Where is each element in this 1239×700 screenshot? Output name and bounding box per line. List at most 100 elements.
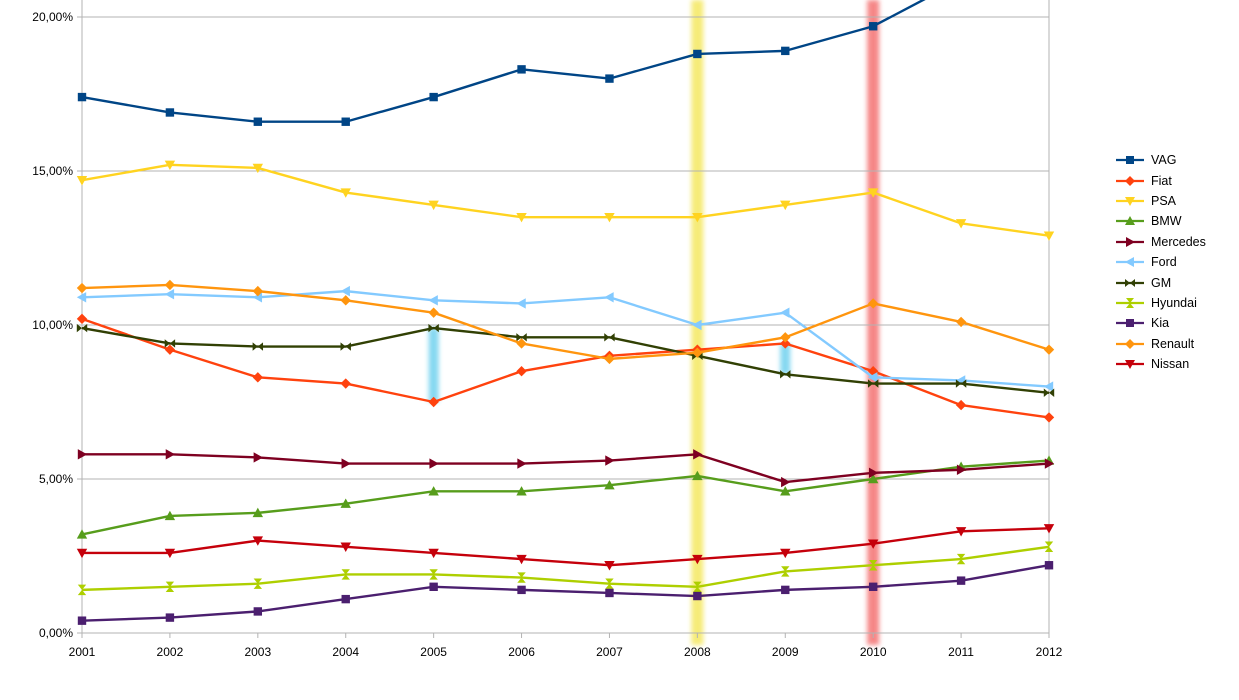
data-point-nissan [516,554,527,565]
data-point-ford [867,372,878,383]
data-point-fiat [955,399,967,411]
highlight-column-2010 [867,0,880,645]
data-point-mercedes [956,464,967,475]
data-point-ford [604,292,614,303]
data-point-psa [252,163,264,174]
data-point-kia [77,616,87,625]
y-tick-label: 0,00% [39,626,73,640]
data-point-hyundai [868,560,878,571]
series-line-fiat [81,317,1050,419]
data-point-nissan [955,527,967,537]
data-point-bmw [252,507,264,518]
series-hyundai [77,541,1054,596]
data-point-mercedes [165,449,176,460]
legend-label-kia: Kia [1151,316,1170,331]
data-point-renault [867,298,879,309]
data-point-gm [516,333,527,342]
data-point-psa [164,160,176,171]
legend-swatch-renault [1116,338,1144,349]
x-tick-label: 2001 [69,645,96,659]
data-point-kia [429,582,438,591]
legend-item-gm: GM [1115,272,1206,292]
data-point-kia [253,607,263,616]
y-tick-label: 5,00% [39,472,73,486]
data-point-psa [780,200,791,211]
data-point-hyundai [77,584,87,596]
data-point-bmw [428,486,439,496]
legend-swatch-ford [1116,257,1144,268]
highlight-segment-2009 [780,343,791,375]
data-point-psa [340,188,351,198]
data-point-vag [429,92,438,102]
data-point-ford [692,319,702,331]
data-point-vag [868,22,878,31]
data-point-nissan [340,542,351,552]
x-tick-label: 2010 [860,645,887,659]
data-point-kia [781,585,790,595]
data-point-psa [428,200,439,211]
x-tick-label: 2012 [1036,645,1063,659]
series-line-hyundai [81,545,1050,592]
data-point-nissan [428,548,439,559]
series-line-bmw [81,459,1050,536]
data-point-kia [956,576,966,585]
legend-swatch-mercedes [1116,236,1144,247]
data-point-hyundai [517,572,526,583]
legend-label-psa: PSA [1151,193,1177,208]
y-axis-ticks: 0,00% 5,00% 10,00% 15,00% 20,00% [32,10,73,640]
data-point-fiat [780,338,791,349]
data-point-ford [1043,381,1054,392]
data-point-bmw [780,486,791,496]
data-point-vag [605,74,614,83]
x-tick-label: 2008 [684,645,711,659]
legend-item-mercedes: Mercedes [1115,232,1206,252]
legend-label-hyundai: Hyundai [1151,295,1197,310]
data-point-renault [1043,344,1055,355]
series-vag [77,0,926,126]
series-ford [76,285,1054,392]
y-tick-label: 15,00% [32,164,73,178]
data-point-vag [693,49,702,59]
x-tick-label: 2007 [596,645,623,659]
data-point-nissan [164,548,176,559]
data-point-mercedes [341,458,351,469]
legend-label-renault: Renault [1151,336,1195,351]
data-point-nissan [604,561,615,571]
data-point-mercedes [781,476,791,488]
legend-swatch-bmw [1116,216,1144,226]
series-psa [76,160,1055,241]
data-point-gm [76,323,88,333]
data-point-hyundai [165,581,175,592]
series-line-vag [81,0,926,123]
legend-swatch-fiat [1116,175,1144,186]
y-tick-label: 20,00% [32,10,73,24]
data-point-renault [780,332,791,343]
x-tick-label: 2011 [948,645,974,659]
series-line-nissan [82,527,1050,567]
data-point-renault [340,295,351,306]
legend-label-ford: Ford [1151,255,1177,270]
legend-label-fiat: Fiat [1151,173,1172,188]
data-point-mercedes [77,449,88,460]
data-point-psa [955,219,967,229]
data-point-vag [253,117,263,126]
data-point-kia [868,582,878,591]
data-point-renault [604,353,615,365]
data-point-kia [693,591,702,601]
legend-item-hyundai: Hyundai [1115,293,1206,313]
data-point-bmw [867,473,879,484]
series-fiat [76,313,1055,423]
data-point-vag [517,65,526,74]
data-point-bmw [164,510,176,521]
legend-item-kia: Kia [1115,313,1206,333]
data-point-nissan [252,536,264,546]
data-point-gm [604,333,615,342]
legend-swatch-nissan [1116,360,1144,370]
legend-item-ford: Ford [1115,252,1206,272]
series-line-renault [81,283,1050,361]
legend-item-psa: PSA [1115,191,1206,211]
data-point-mercedes [517,458,527,469]
legend-label-vag: VAG [1151,153,1177,168]
data-point-bmw [76,529,88,539]
legend-item-bmw: BMW [1115,211,1206,231]
